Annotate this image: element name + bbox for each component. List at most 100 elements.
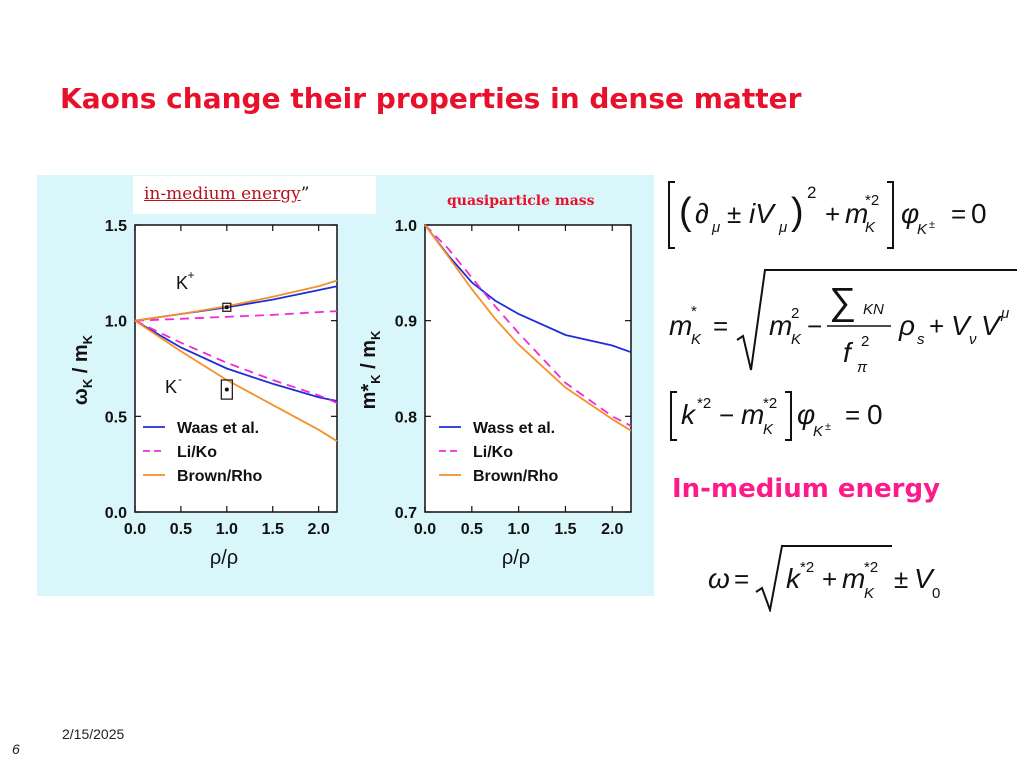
plot-area — [134, 224, 338, 513]
x-tick-label: 0.0 — [124, 521, 146, 538]
svg-text:ω: ω — [708, 563, 730, 594]
series-line-li-ko — [134, 310, 338, 322]
svg-text:0: 0 — [932, 585, 940, 602]
equation-3: k *2 − m K *2 φ K ± = 0 — [670, 391, 883, 441]
series-line-li-ko — [424, 224, 632, 427]
x-tick-label: 1.5 — [262, 521, 284, 538]
svg-text:K: K — [813, 423, 824, 440]
svg-text:−: − — [807, 311, 822, 341]
energy-chart: 0.0 0.5 1.0 1.5 2.0 0.0 0.5 1.0 1.5 Waas et al. Li… — [70, 218, 338, 569]
svg-text:=: = — [734, 564, 749, 594]
y-tick-label: 1.5 — [105, 218, 127, 235]
series-line-li-ko — [134, 319, 338, 404]
mass-chart: 0.0 0.5 1.0 1.5 2.0 0.7 0.8 0.9 1.0 Wass et al. Li… — [358, 218, 632, 569]
legend-label: Brown/Rho — [473, 468, 559, 485]
y-axis-label-mid: / m — [70, 344, 92, 378]
svg-text:±: ± — [929, 219, 935, 231]
x-axis-label: ρ/ρ — [210, 547, 238, 569]
legend-label: Li/Ko — [177, 444, 217, 461]
svg-text:μ: μ — [1000, 305, 1009, 322]
svg-text:K: K — [865, 219, 876, 236]
svg-text:+: + — [825, 199, 840, 229]
svg-text:±: ± — [727, 199, 741, 229]
svg-text:m: m — [669, 310, 692, 341]
svg-text:m: m — [842, 563, 865, 594]
svg-text:∂: ∂ — [695, 198, 709, 229]
y-tick-label: 1.0 — [105, 314, 127, 331]
in-medium-energy-label: in-medium energy” — [144, 184, 310, 204]
svg-text:K: K — [791, 331, 802, 348]
svg-text:K: K — [763, 421, 774, 438]
data-point — [220, 379, 233, 400]
svg-text:*2: *2 — [865, 192, 879, 209]
x-tick-label: 1.0 — [216, 521, 238, 538]
svg-text:=: = — [845, 400, 860, 430]
y-axis-label: m*K / mK — [358, 330, 383, 409]
data-point-marker — [224, 387, 229, 392]
svg-text:π: π — [857, 359, 868, 376]
y-axis-label-sub2: K — [368, 330, 383, 340]
svg-text:−: − — [719, 400, 734, 430]
svg-text:*2: *2 — [864, 559, 878, 576]
series-line-brown-rho — [424, 224, 632, 432]
legend-label: Waas et al. — [177, 420, 259, 437]
slide-number: 6 — [12, 741, 20, 757]
y-axis-label-sub: K — [368, 374, 383, 384]
svg-text:=: = — [713, 311, 728, 341]
legend-label: Li/Ko — [473, 444, 513, 461]
svg-text:ν: ν — [969, 331, 977, 348]
svg-text:μ: μ — [778, 219, 787, 236]
svg-text:k: k — [786, 563, 802, 594]
svg-text:=: = — [951, 199, 966, 229]
svg-text:K: K — [864, 585, 875, 602]
in-medium-energy-heading: In-medium energy — [672, 474, 941, 504]
svg-text:*2: *2 — [800, 559, 814, 576]
in-medium-energy-label-text: in-medium energy — [144, 184, 301, 204]
svg-text:m: m — [741, 399, 764, 430]
quasiparticle-mass-title: quasiparticle mass — [447, 193, 595, 209]
data-point — [222, 302, 232, 312]
svg-text:μ: μ — [711, 219, 720, 236]
in-medium-energy-label-box: in-medium energy” — [133, 176, 376, 214]
annotation-k-plus-sign: + — [187, 268, 194, 282]
x-tick-label: 2.0 — [308, 521, 330, 538]
x-tick-label: 1.5 — [554, 521, 576, 538]
y-tick-label: 0.9 — [395, 314, 417, 331]
slide-date: 2/15/2025 — [62, 726, 125, 742]
y-axis-label-sub: K — [80, 378, 95, 388]
legend-label: Brown/Rho — [177, 468, 263, 485]
svg-text:): ) — [791, 191, 804, 233]
equation-4: ω = k *2 + m K *2 ± V 0 — [708, 545, 940, 612]
svg-text:+: + — [822, 564, 837, 594]
x-tick-label: 2.0 — [601, 521, 623, 538]
svg-text:2: 2 — [861, 333, 869, 350]
svg-text:V: V — [981, 310, 1002, 341]
data-point-marker — [224, 305, 229, 310]
svg-text:*2: *2 — [697, 395, 711, 412]
y-tick-label: 0.0 — [105, 505, 127, 522]
x-tick-label: 0.0 — [414, 521, 436, 538]
svg-text:±: ± — [825, 421, 831, 433]
y-tick-label: 0.8 — [395, 409, 417, 426]
svg-text:φ: φ — [797, 399, 815, 430]
svg-text:±: ± — [894, 564, 908, 594]
y-axis-label-sub2: K — [80, 334, 95, 344]
svg-text:0: 0 — [867, 399, 883, 430]
x-tick-label: 0.5 — [461, 521, 483, 538]
svg-text:*2: *2 — [763, 395, 777, 412]
svg-text:2: 2 — [807, 183, 816, 202]
svg-text:V: V — [914, 563, 935, 594]
svg-text:0: 0 — [971, 198, 987, 229]
svg-text:k: k — [681, 399, 697, 430]
svg-text:∑: ∑ — [829, 281, 856, 323]
equation-1: ( ∂ μ ± iV μ ) 2 + m K *2 φ K ± = 0 — [668, 181, 987, 249]
svg-text:m: m — [769, 310, 792, 341]
svg-text:(: ( — [679, 191, 692, 233]
svg-text:s: s — [917, 331, 925, 348]
x-axis-label: ρ/ρ — [502, 547, 530, 569]
svg-text:f: f — [843, 337, 854, 368]
legend-label: Wass et al. — [473, 420, 555, 437]
svg-text:K: K — [691, 331, 702, 348]
series-line-brown-rho — [134, 319, 338, 442]
y-axis-label: ωK / mK — [70, 334, 95, 405]
